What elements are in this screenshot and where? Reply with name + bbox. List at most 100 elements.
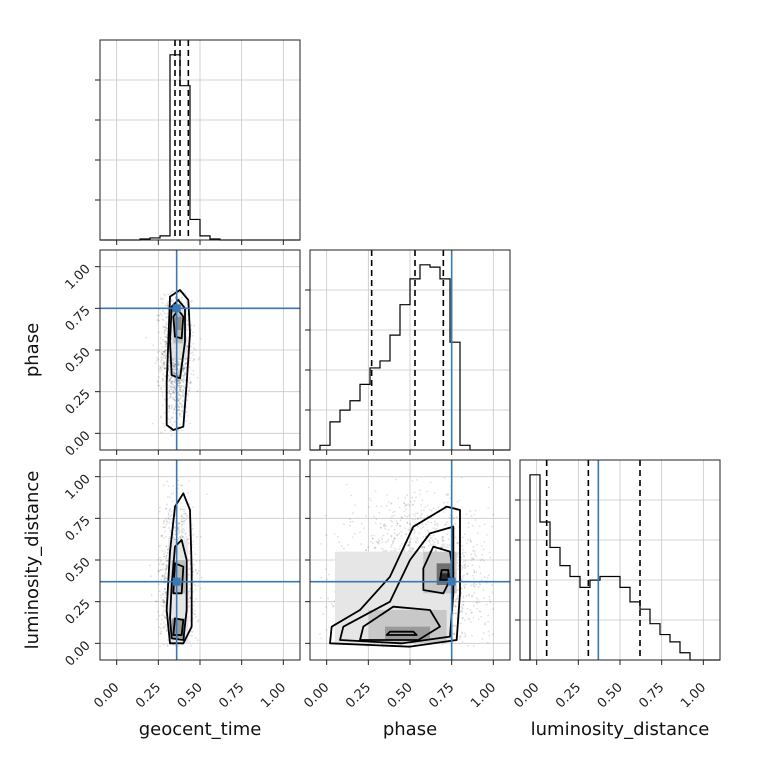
sample-point	[168, 407, 171, 410]
sample-point	[157, 517, 160, 520]
sample-point	[382, 548, 385, 551]
sample-point	[382, 534, 385, 537]
sample-point	[170, 395, 172, 398]
sample-point	[408, 504, 411, 507]
sample-point	[160, 359, 163, 362]
sample-point	[157, 583, 160, 586]
sample-point	[160, 355, 163, 358]
sample-point	[173, 365, 176, 368]
sample-point	[169, 396, 172, 398]
sample-point	[192, 353, 195, 356]
sample-point	[462, 536, 464, 539]
sample-point	[174, 363, 177, 366]
sample-point	[177, 384, 180, 387]
sample-point	[182, 368, 185, 371]
sample-point	[167, 293, 170, 296]
sample-point	[393, 536, 396, 539]
sample-point	[173, 392, 176, 394]
sample-point	[390, 550, 393, 552]
sample-point	[178, 291, 181, 294]
sample-point	[413, 528, 415, 531]
x-tick-label: 0.50	[595, 680, 626, 711]
sample-point	[384, 527, 387, 530]
sample-point	[423, 546, 426, 549]
sample-point	[367, 546, 370, 548]
sample-point	[432, 527, 435, 530]
sample-point	[414, 518, 417, 521]
sample-point	[328, 573, 330, 576]
sample-point	[405, 508, 407, 511]
sample-point	[454, 604, 457, 607]
sample-point	[460, 578, 463, 581]
sample-point	[171, 379, 174, 382]
sample-point	[407, 549, 410, 552]
sample-point	[194, 553, 197, 555]
sample-point	[180, 534, 183, 537]
sample-point	[403, 549, 405, 552]
sample-point	[365, 645, 368, 648]
sample-point	[194, 349, 196, 351]
sample-point	[415, 479, 418, 481]
sample-point	[162, 614, 165, 617]
sample-point	[160, 623, 162, 625]
sample-point	[163, 361, 166, 363]
sample-point	[179, 381, 181, 384]
sample-point	[386, 540, 389, 543]
sample-point	[375, 505, 378, 508]
sample-point	[354, 504, 357, 507]
sample-point	[165, 567, 167, 570]
y-tick-label: 0.50	[63, 345, 94, 376]
sample-point	[183, 371, 186, 374]
sample-point	[173, 387, 176, 390]
x-tick-label: 0.25	[133, 680, 164, 711]
sample-point	[166, 302, 169, 305]
sample-point	[168, 378, 171, 381]
sample-point	[391, 511, 394, 514]
sample-point	[180, 515, 183, 518]
sample-point	[190, 373, 193, 375]
sample-point	[163, 591, 166, 593]
sample-point	[164, 573, 166, 576]
sample-point	[164, 568, 167, 571]
sample-point	[482, 632, 485, 634]
sample-point	[194, 609, 196, 612]
sample-point	[421, 499, 424, 502]
sample-point	[480, 559, 482, 562]
sample-point	[351, 520, 354, 523]
sample-point	[191, 523, 193, 526]
sample-point	[179, 382, 182, 384]
sample-point	[181, 378, 184, 381]
sample-point	[170, 393, 173, 395]
sample-point	[163, 526, 166, 529]
sample-point	[414, 514, 417, 517]
sample-point	[162, 326, 165, 328]
sample-point	[163, 605, 166, 607]
sample-point	[161, 574, 164, 577]
sample-point	[163, 520, 165, 523]
sample-point	[177, 533, 179, 535]
sample-point	[407, 544, 410, 546]
sample-point	[463, 587, 466, 589]
sample-point	[164, 623, 167, 626]
sample-point	[177, 537, 180, 539]
sample-point	[454, 598, 457, 601]
sample-point	[169, 508, 172, 511]
sample-point	[453, 632, 456, 635]
sample-point	[172, 533, 175, 536]
sample-point	[188, 376, 191, 379]
sample-point	[161, 353, 164, 356]
sample-point	[473, 570, 476, 573]
sample-point	[155, 356, 158, 359]
sample-point	[177, 373, 179, 376]
sample-point	[181, 370, 184, 373]
sample-point	[472, 558, 475, 560]
sample-point	[160, 535, 163, 538]
sample-point	[167, 305, 170, 308]
sample-point	[164, 343, 167, 345]
sample-point	[388, 509, 391, 512]
x-tick-label: 0.00	[511, 680, 542, 711]
sample-point	[173, 526, 176, 528]
sample-point	[421, 547, 424, 550]
sample-point	[160, 578, 163, 581]
sample-point	[177, 529, 179, 532]
